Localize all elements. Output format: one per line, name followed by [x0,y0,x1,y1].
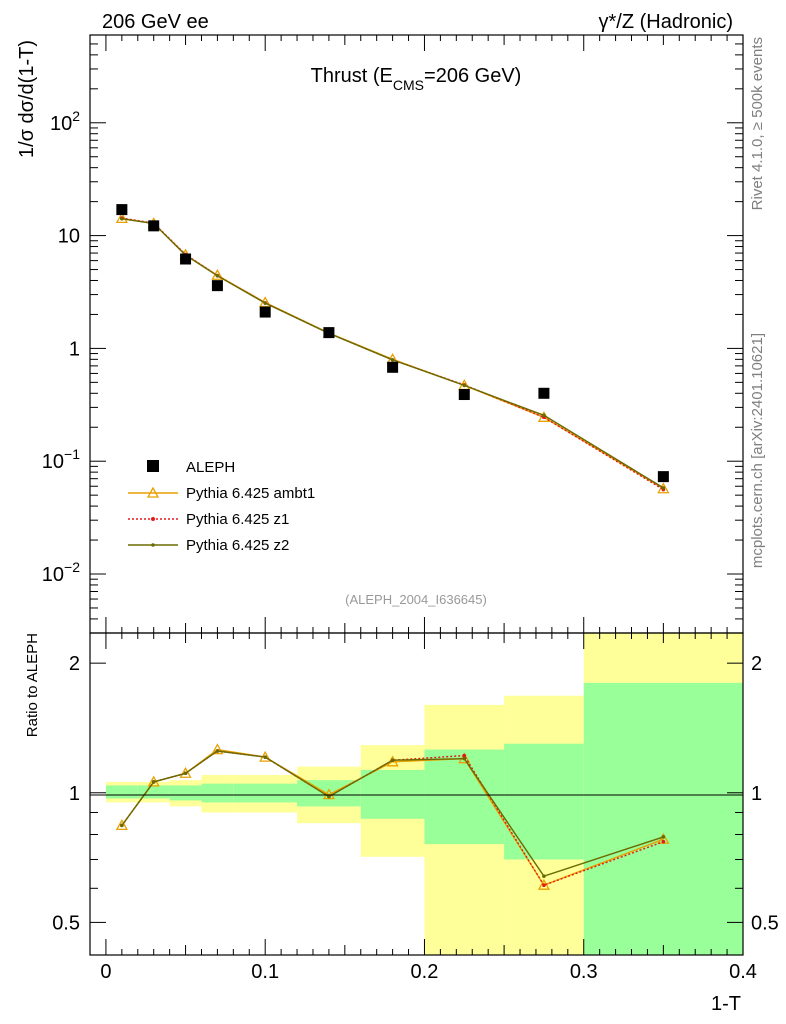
ratio-point-pythia-6-425-z2-1 [151,780,156,784]
legend-label-z1: Pythia 6.425 z1 [186,511,289,528]
ratio-ytick-label-right-0: 0.5 [751,912,779,934]
main-ytick-label-base-1: 10 [42,451,64,473]
legend: ALEPH Pythia 6.425 ambt1 Pythia 6.425 z1… [128,459,315,554]
main-ytick-label-base-2: 1 [69,338,80,360]
ratio-point-pythia-6-425-z2-0 [120,823,124,828]
ratio-xtick-label-0: 0 [100,961,111,983]
main-ytick-label-3: 10 [58,226,80,248]
header-right: γ*/Z (Hadronic) [599,11,733,33]
ratio-band-stat-3 [201,783,234,803]
ratio-ytick-label-right-1: 1 [751,783,762,805]
ratio-band-stat-8 [504,743,584,860]
main-ytick-label-0: 10−2 [42,559,80,586]
aleph-point-0 [116,204,128,216]
aleph-point-8 [538,387,550,399]
mcplots-side-label: mcplots.cern.ch [arXiv:2401.10621] [749,333,766,568]
ratio-ytick-label-left-2: 2 [69,653,80,675]
ratio-point-pythia-6-425-ambt1-5 [322,788,336,800]
aleph-data-points [116,204,669,483]
chart-title-sub: CMS [393,77,424,93]
legend-label-z2: Pythia 6.425 z2 [186,537,289,554]
ratio-ytick-label-left-0: 0.5 [52,912,80,934]
legend-marker-aleph [147,460,159,472]
ratio-point-pythia-6-425-z1-8 [542,883,546,888]
main-ytick-label-exp-1: −1 [64,446,80,462]
main-ytick-label-2: 1 [69,338,80,360]
ratio-band-stat-7 [424,749,505,845]
ratio-point-pythia-6-425-z2-5 [327,794,331,799]
ratio-point-pythia-6-425-z2-6 [390,758,395,763]
ratio-point-pythia-6-425-z1-7 [462,753,467,758]
aleph-point-7 [458,389,470,401]
main-ytick-label-exp-4: 2 [72,108,80,124]
ratio-xtick-label-4: 0.4 [729,961,757,983]
ratio-point-pythia-6-425-ambt1-3 [211,743,224,755]
ratio-band-stat-2 [169,785,202,801]
ratio-ytick-label-left-1: 1 [69,783,80,805]
chart-title-prefix: Thrust (E [311,65,393,87]
aleph-point-9 [657,471,669,483]
main-ytick-label-4: 102 [50,108,80,135]
main-ytick-label-1: 10−1 [42,446,80,473]
ratio-xtick-label-1: 0.1 [251,961,279,983]
aleph-point-5 [323,327,335,339]
ratio-series-lines [115,743,670,890]
aleph-point-3 [211,280,223,292]
main-point-pythia-6-425-z2-8 [542,413,546,418]
ratio-axis-ticks: 0 0.1 0.2 0.3 0.4 0.5 0.5 1 1 2 2 [52,633,779,983]
legend-marker-z1 [151,517,155,521]
ratio-xtick-label-2: 0.2 [411,961,439,983]
chart-title: Thrust (ECMS=206 GeV) [311,65,522,93]
ratio-point-pythia-6-425-ambt1-2 [179,766,192,778]
main-series-lines [115,212,670,494]
main-point-pythia-6-425-ambt1-0 [115,212,128,224]
legend-label-ambt1: Pythia 6.425 ambt1 [186,485,315,502]
ratio-point-pythia-6-425-z2-4 [263,755,267,759]
main-point-pythia-6-425-z2-7 [462,383,467,388]
ratio-point-pythia-6-425-ambt1-0 [115,819,128,831]
watermark-analysis-id: (ALEPH_2004_I636645) [345,592,487,607]
legend-label-aleph: ALEPH [186,459,235,476]
main-point-pythia-6-425-z2-9 [661,486,666,490]
ratio-point-pythia-6-425-z2-3 [215,749,220,753]
main-point-pythia-6-425-z2-0 [120,216,124,221]
ratio-uncertainty-bands [105,633,743,955]
x-axis-label: 1-T [711,993,741,1015]
ratio-band-stat-4 [233,783,298,803]
ratio-plot-frame [89,632,744,956]
aleph-point-1 [148,220,160,232]
ratio-line-pythia-6-425-z2 [121,750,664,878]
main-ytick-label-base-4: 10 [50,113,72,135]
legend-marker-z2 [151,543,155,547]
main-line-pythia-6-425-z2 [121,218,664,489]
main-ytick-label-base-0: 10 [42,564,64,586]
main-point-pythia-6-425-z2-4 [263,301,267,305]
main-point-pythia-6-425-z2-3 [215,274,220,278]
aleph-point-2 [180,253,192,265]
ratio-point-pythia-6-425-z2-7 [462,756,467,761]
main-point-pythia-6-425-z2-6 [390,358,395,362]
ratio-point-pythia-6-425-z2-8 [542,874,546,879]
main-y-axis-label: 1/σ dσ/d(1-T) [16,40,38,158]
aleph-point-4 [259,306,271,318]
main-ytick-label-base-3: 10 [58,226,80,248]
main-ytick-label-exp-0: −2 [64,559,80,575]
ratio-band-stat-0 [105,785,138,799]
header-left: 206 GeV ee [102,11,209,33]
ratio-xtick-label-3: 0.3 [570,961,598,983]
legend-marker-ambt1 [146,486,160,498]
rivet-side-label: Rivet 4.1.0, ≥ 500k events [749,37,766,210]
ratio-ytick-label-right-2: 2 [751,653,762,675]
ratio-band-stat-6 [360,769,425,819]
ratio-band-stat-9 [583,682,743,955]
aleph-point-6 [387,361,399,373]
ratio-point-pythia-6-425-z2-2 [183,771,188,776]
chart-title-suffix: =206 GeV) [424,65,521,87]
ratio-point-pythia-6-425-z2-9 [661,835,666,839]
ratio-point-pythia-6-425-z1-9 [661,839,666,844]
ratio-y-axis-label: Ratio to ALEPH [24,633,41,737]
